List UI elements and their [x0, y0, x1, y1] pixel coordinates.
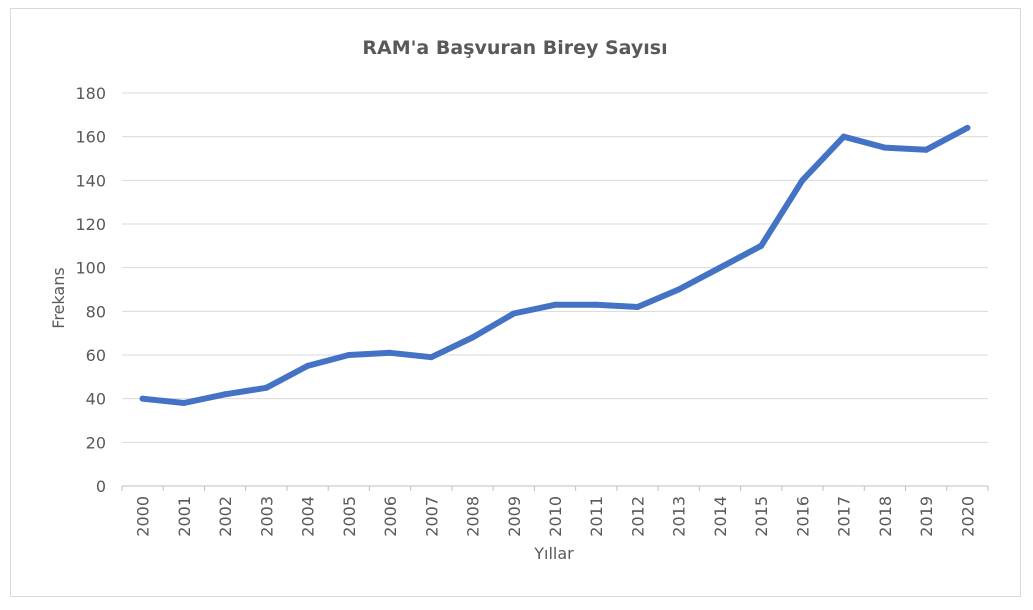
data-point — [716, 264, 723, 271]
chart-svg: RAM'a Başvuran Birey Sayısı 0 20 40 60 80 100… — [49, 37, 989, 563]
y-tick-label: 60 — [86, 346, 106, 365]
y-tick-label: 180 — [75, 84, 106, 103]
x-tick-label: 2015 — [752, 496, 771, 537]
data-point — [139, 395, 146, 402]
y-tick-label: 20 — [86, 433, 106, 452]
x-tick-label: 2019 — [917, 496, 936, 537]
x-axis-label: Yıllar — [533, 544, 574, 563]
y-tick-label: 100 — [75, 259, 106, 278]
y-tick-label: 40 — [86, 390, 106, 409]
data-point — [469, 334, 476, 341]
x-tick-label: 2007 — [422, 496, 441, 537]
y-tick-label: 0 — [96, 477, 106, 496]
y-tick-label: 120 — [75, 215, 106, 234]
x-tick-label: 2013 — [670, 496, 689, 537]
y-tick-label: 140 — [75, 171, 106, 190]
x-tick-label: 2011 — [587, 496, 606, 537]
data-point — [222, 391, 229, 398]
x-tick-label: 2009 — [505, 496, 524, 537]
y-tick-label: 80 — [86, 302, 106, 321]
x-tick-label: 2001 — [175, 496, 194, 537]
x-tick-label: 2005 — [340, 496, 359, 537]
data-point — [634, 303, 641, 310]
x-tick-label: 2020 — [958, 496, 977, 537]
x-axis-tick-labels: 2000 2001 2002 2003 2004 2005 2006 2007 2008 2009… — [134, 496, 978, 537]
data-point — [387, 349, 394, 356]
data-point — [799, 177, 806, 184]
grid-lines — [121, 92, 989, 491]
x-tick-label: 2004 — [299, 496, 318, 537]
data-point — [304, 362, 311, 369]
chart-title: RAM'a Başvuran Birey Sayısı — [362, 37, 667, 59]
x-tick-label: 2016 — [793, 496, 812, 537]
x-tick-label: 2012 — [628, 496, 647, 537]
y-axis-tick-labels: 0 20 40 60 80 100 120 140 160 180 — [75, 84, 106, 496]
data-point — [180, 400, 187, 407]
data-point — [263, 384, 270, 391]
x-tick-label: 2010 — [546, 496, 565, 537]
data-point — [428, 354, 435, 361]
x-tick-label: 2003 — [257, 496, 276, 537]
chart-frame: RAM'a Başvuran Birey Sayısı 0 20 40 60 80 100… — [10, 8, 1021, 597]
x-tick-label: 2017 — [835, 496, 854, 537]
data-point — [552, 301, 558, 308]
x-tick-label: 2006 — [381, 496, 400, 537]
x-tick-label: 2018 — [876, 496, 895, 537]
series-line — [139, 124, 971, 406]
data-point — [510, 310, 517, 317]
data-point — [675, 286, 682, 293]
x-tick-label: 2014 — [711, 496, 730, 537]
y-tick-label: 160 — [75, 128, 106, 147]
data-point — [881, 144, 888, 151]
data-point — [758, 242, 765, 249]
y-axis-label: Frekans — [49, 267, 68, 328]
data-point — [593, 301, 600, 308]
data-point — [840, 133, 847, 140]
x-tick-label: 2000 — [134, 496, 153, 537]
data-point — [345, 352, 352, 358]
data-point — [964, 124, 971, 131]
data-point — [923, 146, 930, 153]
x-tick-label: 2008 — [464, 496, 483, 537]
series-layer — [139, 124, 971, 407]
x-tick-label: 2002 — [216, 496, 235, 537]
